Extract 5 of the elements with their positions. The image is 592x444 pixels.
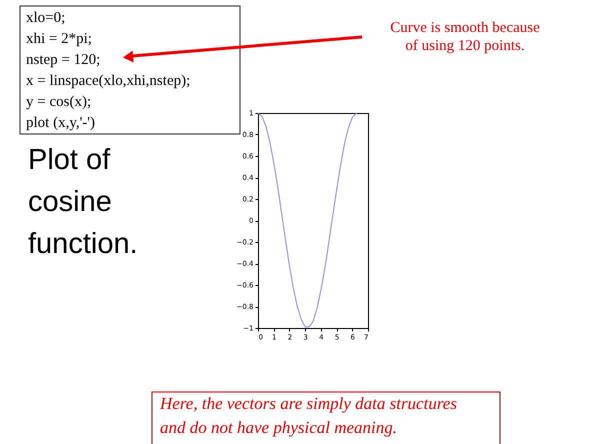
line-series [258,112,358,328]
text: Curve is smooth because of using 120 points. [390,20,540,54]
text: Here, the vectors are simply data structures and do not have physical meaning. [159,394,458,437]
text: Plot of cosine function. [28,144,138,260]
text: xlo=0; xhi = 2*pi; nstep = 120; x = linspace(xlo,xhi,nstep); y = cos(x); plot (x,y,'-') [26,10,190,131]
